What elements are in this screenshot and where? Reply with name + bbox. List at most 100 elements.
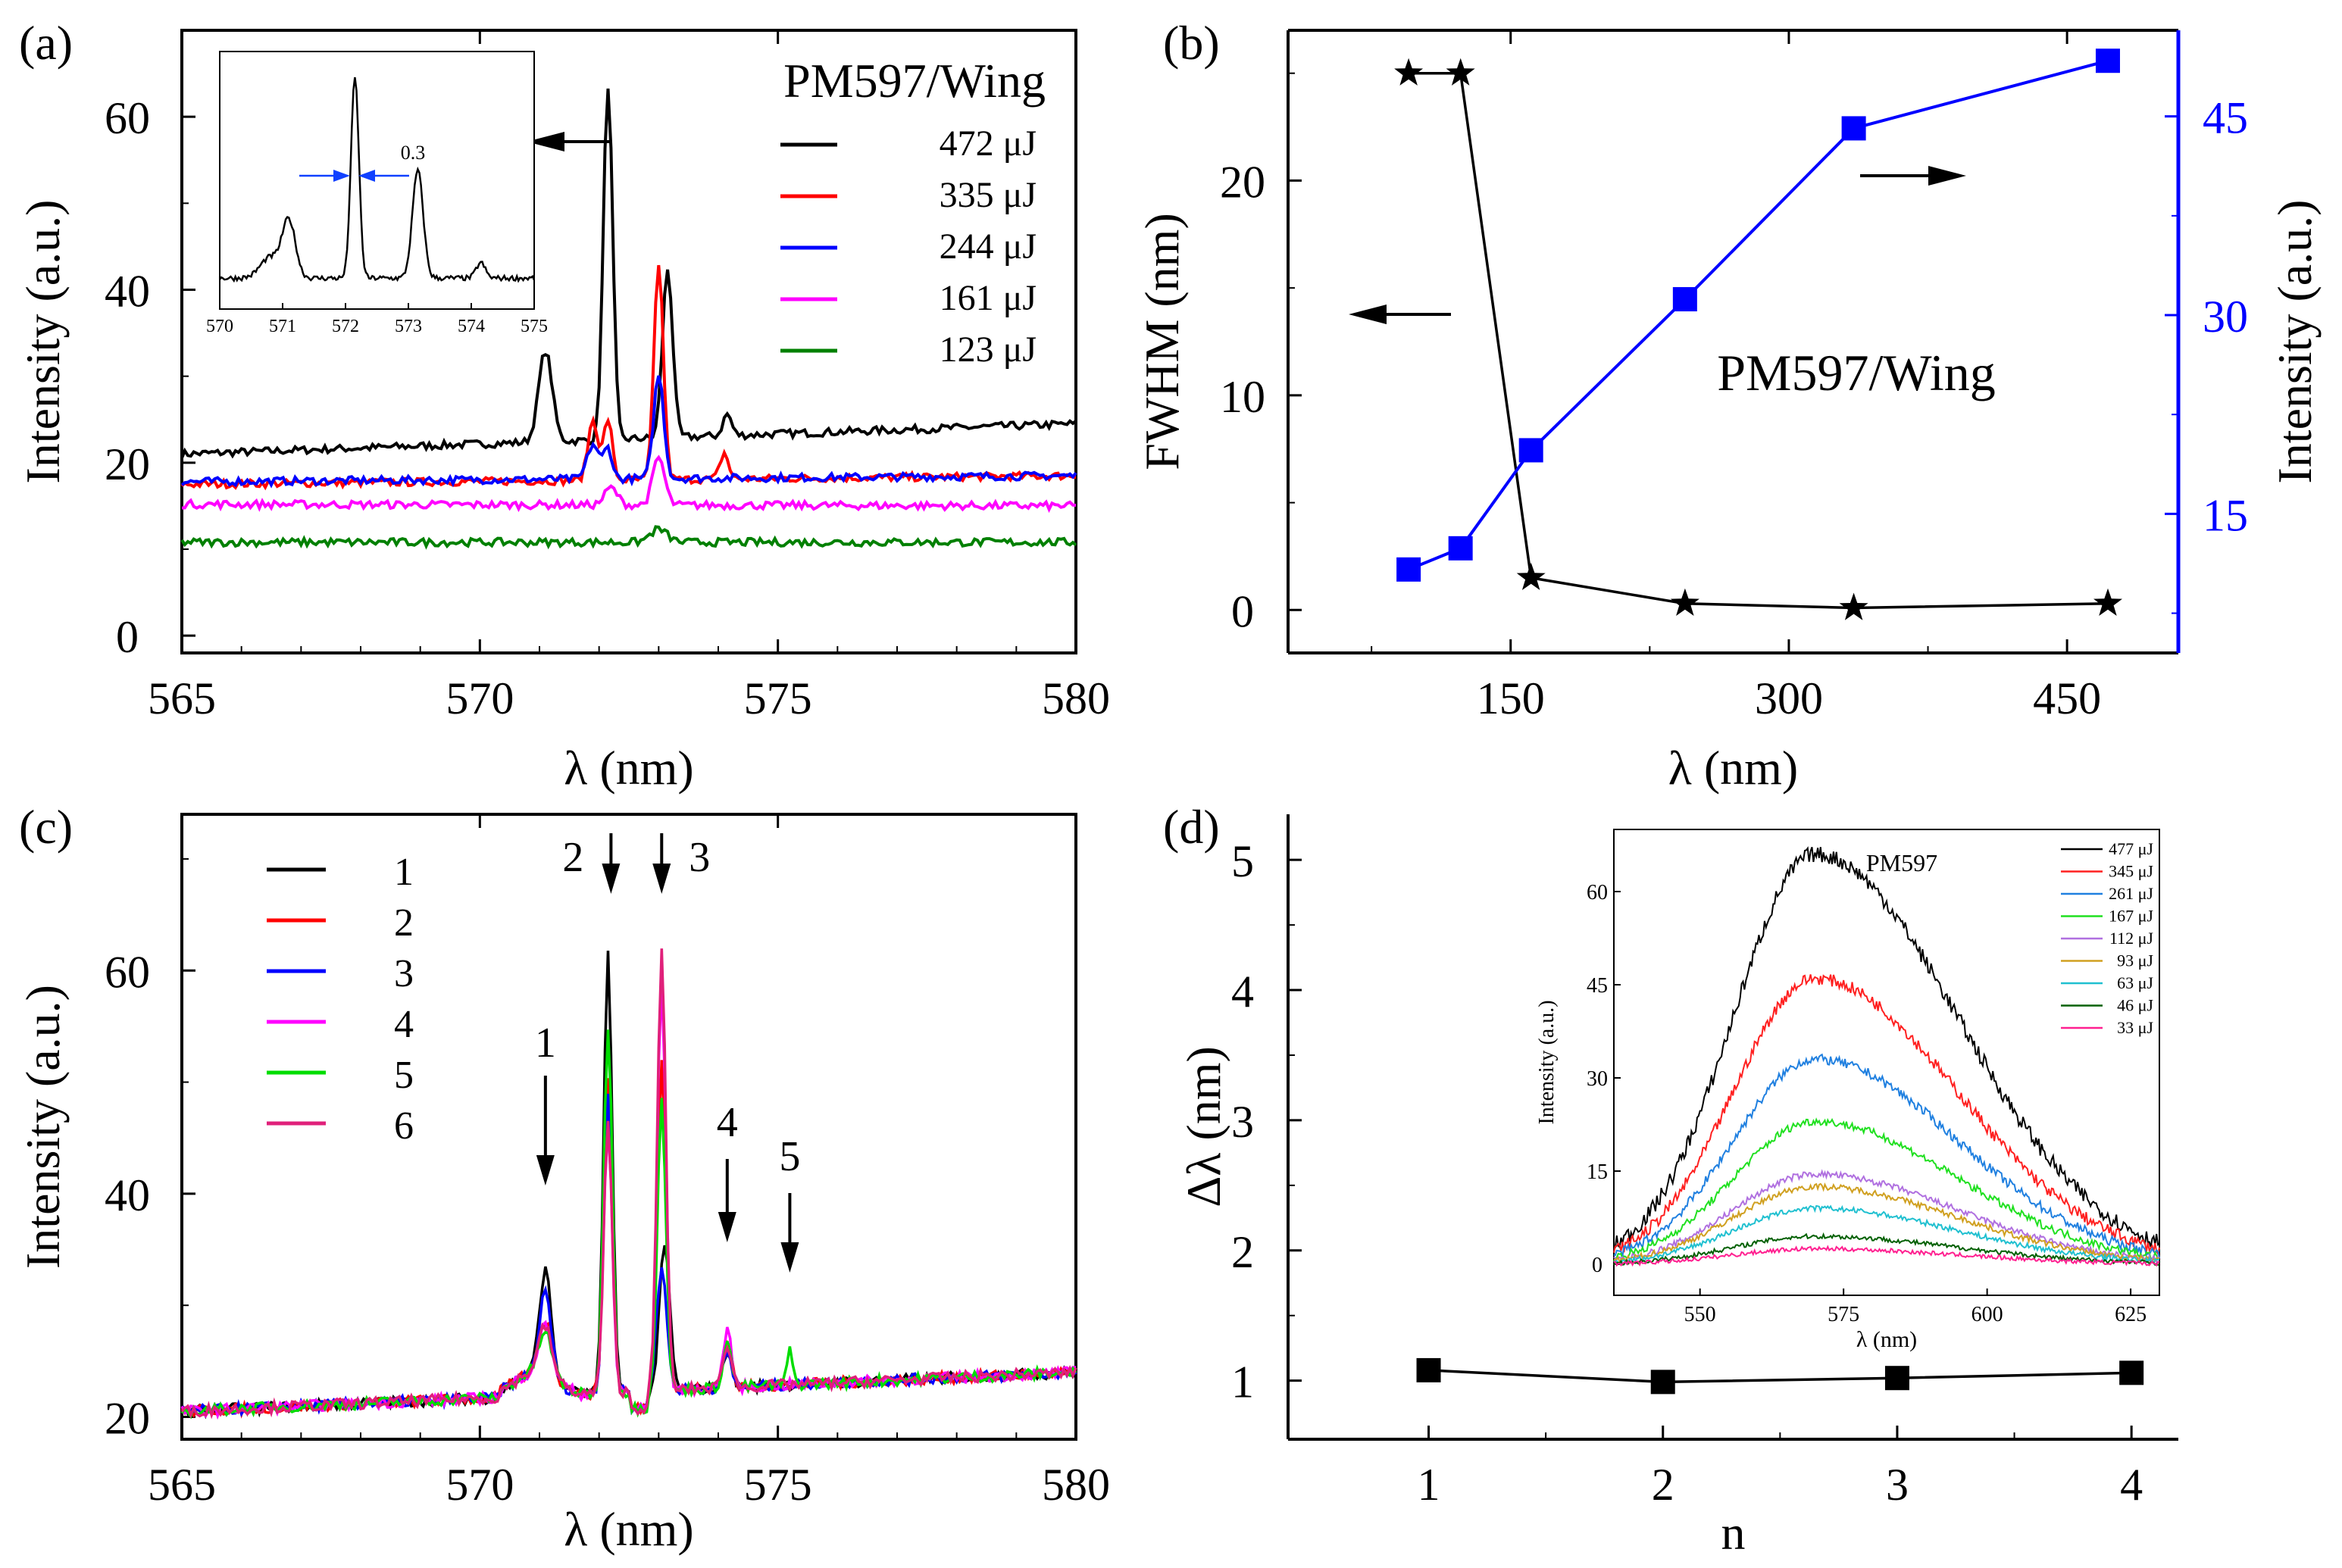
panel-c-series-line (180, 948, 1077, 1420)
panel-c-y-tick-label: 60 (105, 947, 150, 997)
panel-d-inset-legend-label: 477 μJ (2109, 839, 2153, 858)
panel-a-inset-tick-label: 574 (458, 317, 485, 336)
panel-a-label: (a) (19, 16, 73, 70)
panel-d-inset-y-tick-label: 60 (1587, 881, 1608, 904)
panel-d-inset-y-tick-label: 45 (1587, 974, 1608, 998)
panel-c-xlabel: λ (nm) (564, 1502, 693, 1556)
panel-d-series-line (1428, 1369, 2132, 1384)
panel-a-y-tick-label: 40 (105, 267, 150, 317)
panel-c-legend-label: 2 (394, 901, 414, 945)
panel-b-y2-tick-label: 15 (2203, 490, 2248, 540)
panel-c-peak-label: 3 (689, 834, 710, 881)
panel-d-x-tick-label: 3 (1886, 1460, 1909, 1510)
panel-a-legend-label: 123 μJ (940, 330, 1037, 370)
panel-d-inset-x-tick-label: 625 (2115, 1303, 2147, 1326)
panel-d-inset-line (1613, 1245, 2160, 1267)
panel-a-legend-label: 244 μJ (940, 226, 1037, 267)
panel-b-fwhm-marker (2093, 588, 2122, 616)
panel-a-x-tick-label: 565 (148, 673, 216, 723)
panel-d-inset-line (1614, 1182, 2160, 1265)
panel-c-label: (c) (19, 800, 73, 854)
panel-d-inset-x-tick-label: 600 (1971, 1303, 2003, 1326)
panel-d-y-tick-label: 1 (1231, 1357, 1254, 1407)
panel-a-series-line (180, 88, 1077, 459)
panel-d-y-tick-label: 4 (1231, 967, 1254, 1017)
panel-a-inset-frame (219, 51, 535, 310)
panel-a-inset-tick-label: 570 (206, 317, 233, 336)
panel-b-ylabel: FWHM (nm) (1135, 213, 1189, 470)
panel-b-y2-tick-label: 30 (2203, 292, 2248, 342)
panel-b-intensity-marker (1448, 536, 1473, 561)
panel-c-peak-label: 5 (779, 1133, 800, 1180)
panel-c-peak-arrowhead (652, 864, 671, 894)
panel-a-legend-title: PM597/Wing (783, 54, 1046, 108)
panel-b-fwhm-marker (1446, 58, 1475, 86)
panel-d-inset-legend-label: 112 μJ (2109, 929, 2153, 948)
panel-d-y-tick-label: 5 (1231, 836, 1254, 886)
panel-b-y2-tick-label: 45 (2203, 93, 2248, 143)
panel-c-peak-arrowhead (718, 1212, 736, 1242)
panel-a-series-line (180, 525, 1077, 550)
panel-d-inset-line (1613, 846, 2160, 1250)
panel-c-peak-label: 4 (717, 1099, 738, 1146)
panel-d-y-tick-label: 2 (1231, 1227, 1254, 1277)
panel-a-inset-tick-label: 572 (332, 317, 359, 336)
panel-b-intensity-marker (1672, 287, 1697, 312)
panel-c-frame (180, 813, 1077, 1441)
panel-d-inset-x-tick-label: 550 (1684, 1303, 1716, 1326)
panel-d-inset-ylabel: Intensity (a.u.) (1535, 1000, 1559, 1124)
panel-d-inset-xlabel: λ (nm) (1856, 1327, 1917, 1352)
panel-b-annotation: PM597/Wing (1717, 344, 1996, 401)
panel-c-series-line (180, 1060, 1077, 1419)
panel-c-y-tick-label: 40 (105, 1170, 150, 1220)
panel-c-legend-label: 1 (394, 851, 414, 894)
panel-a-inset-tick-label: 575 (521, 317, 548, 336)
panel-c-y-tick-label: 20 (105, 1394, 150, 1444)
panel-a-inset-line (219, 77, 536, 283)
panel-a-x-tick-label: 570 (446, 673, 514, 723)
panel-b-intensity-marker (2095, 48, 2120, 73)
panel-d-series-marker (2119, 1360, 2144, 1385)
panel-c-series-line (180, 1093, 1077, 1417)
panel-b-y-tick-label: 20 (1220, 157, 1265, 207)
panel-c-x-tick-label: 575 (744, 1460, 812, 1510)
panel-a-y-tick-label: 20 (105, 439, 150, 489)
panel-d-inset-legend-label: 63 μJ (2117, 973, 2153, 992)
panel-d-xlabel: n (1721, 1506, 1746, 1560)
panel-d-y-tick-label: 3 (1231, 1097, 1254, 1147)
panel-d-inset-legend-label: 345 μJ (2109, 862, 2153, 881)
panel-b-fwhm-marker (1670, 588, 1699, 616)
panel-b-right-arrowhead (1928, 166, 1966, 186)
panel-c-series-line (180, 1029, 1077, 1420)
panel-b-intensity-marker (1841, 116, 1866, 141)
panel-d-inset-legend-label: 46 μJ (2117, 996, 2153, 1015)
panel-a-x-tick-label: 575 (744, 673, 812, 723)
panel-d-inset-title: PM597 (1866, 849, 1937, 876)
panel-d-inset-line (1613, 1117, 2160, 1262)
panel-b-y-tick-label: 0 (1231, 586, 1254, 636)
panel-b-left-arrowhead (1349, 305, 1387, 324)
panel-d-inset-legend-label: 93 μJ (2117, 951, 2153, 970)
panel-a-y-tick-label: 0 (116, 612, 139, 662)
panel-d-ylabel: Δλ (nm) (1177, 1046, 1230, 1207)
panel-a-legend-label: 472 μJ (940, 123, 1037, 164)
panel-d-x-tick-label: 4 (2120, 1460, 2143, 1510)
panel-a-inset-fwhm-arrowhead (333, 170, 350, 182)
panel-b-y-tick-label: 10 (1220, 372, 1265, 422)
panel-b-intensity-marker (1518, 438, 1543, 463)
panel-c-legend-label: 5 (394, 1054, 414, 1097)
panel-d-x-tick-label: 2 (1652, 1460, 1674, 1510)
panel-b-x-tick-label: 450 (2033, 673, 2101, 723)
panel-c-peak-label: 1 (535, 1020, 556, 1067)
panel-c-peak-arrowhead (602, 864, 621, 894)
panel-d-inset-line (1613, 974, 2160, 1257)
panel-d-inset-line (1613, 1204, 2160, 1266)
panel-b-xlabel: λ (nm) (1668, 741, 1798, 795)
panel-d-label: (d) (1163, 800, 1220, 854)
panel-d-inset-legend-label: 167 μJ (2109, 907, 2153, 926)
panel-a-legend-label: 335 μJ (940, 175, 1037, 215)
panel-c-x-tick-label: 565 (148, 1460, 216, 1510)
panel-b-fwhm-line (1409, 71, 2109, 610)
panel-d-series-marker (1650, 1370, 1675, 1395)
panel-d-inset-line (1613, 1232, 2160, 1267)
